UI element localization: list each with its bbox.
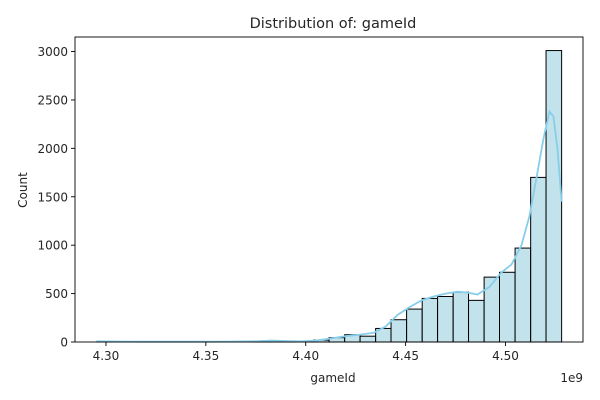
- histogram-bar: [483, 276, 500, 343]
- histogram-bar: [545, 50, 563, 343]
- y-tick-label: 1000: [37, 239, 68, 253]
- histogram-bar: [437, 295, 454, 343]
- x-tick-label: 4.40: [292, 349, 319, 363]
- x-tick-label: 4.30: [93, 349, 120, 363]
- x-tick-label: 4.45: [392, 349, 419, 363]
- axes-frame: [74, 36, 584, 343]
- histogram-bar: [406, 308, 423, 343]
- y-tick-label: 500: [45, 287, 68, 301]
- histogram-bar: [421, 297, 439, 343]
- histogram-bar: [530, 176, 547, 343]
- chart-title: Distribution of: gameId: [250, 16, 417, 32]
- bars-group: [96, 50, 563, 343]
- x-axis-ticks: 4.30 4.35 4.40 4.45 4.50: [93, 342, 519, 363]
- y-tick-label: 3000: [37, 45, 68, 59]
- y-axis-label: Count: [16, 172, 30, 208]
- x-axis-offset-label: 1e9: [560, 371, 583, 385]
- histogram-bar: [468, 299, 485, 343]
- y-tick-label: 0: [60, 336, 68, 350]
- kde-line: [96, 109, 563, 343]
- histogram-bar: [452, 291, 470, 343]
- histogram-bar: [514, 247, 532, 343]
- histogram-bar: [498, 271, 516, 343]
- y-tick-label: 2500: [37, 93, 68, 107]
- x-tick-label: 4.35: [192, 349, 219, 363]
- y-tick-label: 2000: [37, 142, 68, 156]
- y-axis-ticks: 0 500 1000 1500 2000 2500 3000: [37, 45, 75, 350]
- x-tick-label: 4.50: [492, 349, 519, 363]
- x-axis-label: gameId: [310, 371, 355, 385]
- histogram-bar: [390, 319, 408, 343]
- histogram-bar: [359, 335, 377, 343]
- plot-frame: [74, 36, 584, 343]
- y-tick-label: 1500: [37, 190, 68, 204]
